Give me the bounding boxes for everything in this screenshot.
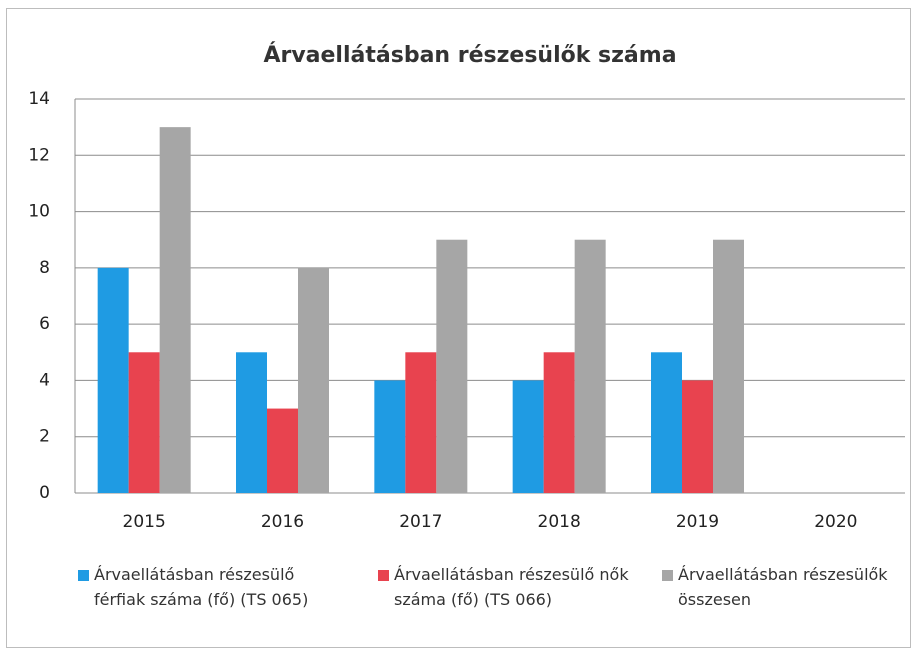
chart-title: Árvaellátásban részesülők száma (263, 42, 676, 68)
bar (159, 127, 191, 494)
legend-label: Árvaellátásban részesülő nők száma (fő) … (394, 565, 629, 609)
x-tick-label: 2018 (538, 512, 581, 532)
y-tick-label: 4 (39, 370, 50, 390)
bar (405, 352, 437, 493)
bar (436, 239, 468, 493)
legend-item: Árvaellátásban részesülő férfiak száma (… (78, 562, 348, 612)
y-tick-label: 2 (39, 427, 50, 447)
x-tick-label: 2015 (123, 512, 166, 532)
y-tick-label: 0 (39, 483, 50, 503)
bar (651, 352, 682, 493)
x-tick-label: 2016 (261, 512, 304, 532)
bar (713, 239, 744, 493)
bar (512, 380, 544, 493)
bar (128, 352, 160, 493)
y-tick-label: 10 (28, 202, 50, 222)
legend-swatch (78, 570, 89, 581)
bar (236, 352, 267, 493)
bar (574, 239, 606, 493)
bar (374, 380, 406, 493)
legend-swatch (662, 570, 673, 581)
x-tick-label: 2017 (399, 512, 442, 532)
bar (682, 380, 713, 493)
bar (97, 267, 129, 493)
legend-label: Árvaellátásban részesülő férfiak száma (… (94, 565, 309, 609)
y-tick-label: 14 (28, 89, 50, 109)
y-tick-label: 12 (28, 145, 50, 165)
y-tick-label: 6 (39, 314, 50, 334)
legend: Árvaellátásban részesülő férfiak száma (… (0, 562, 919, 652)
x-tick-label: 2019 (676, 512, 719, 532)
bar (543, 352, 575, 493)
legend-swatch (378, 570, 389, 581)
legend-label: Árvaellátásban részesülők összesen (678, 565, 888, 609)
bar (267, 408, 298, 493)
bar (298, 267, 329, 493)
chart-frame (6, 8, 911, 648)
y-tick-label: 8 (39, 258, 50, 278)
x-tick-label: 2020 (814, 512, 857, 532)
legend-item: Árvaellátásban részesülő nők száma (fő) … (378, 562, 648, 612)
legend-item: Árvaellátásban részesülők összesen (662, 562, 919, 612)
